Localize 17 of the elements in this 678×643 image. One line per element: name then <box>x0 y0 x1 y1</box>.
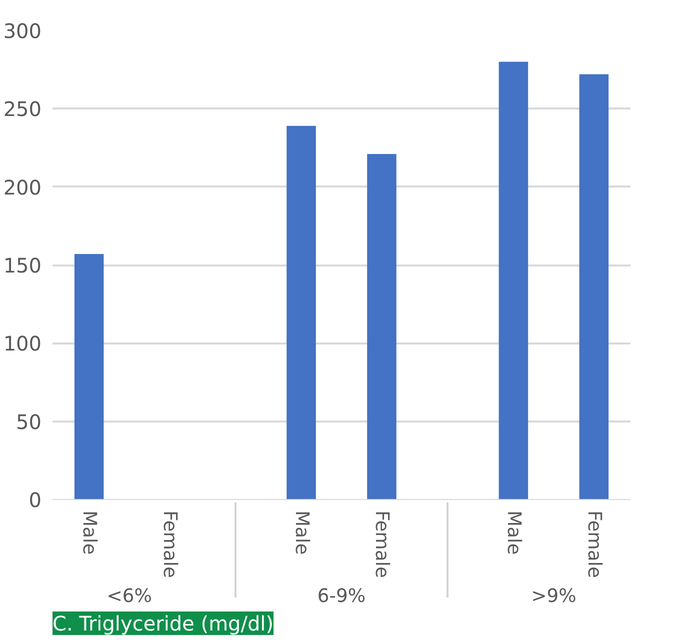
text: <6% <box>106 586 152 607</box>
y-tick-label: 200 <box>3 175 42 200</box>
x-tick-label: Female <box>583 510 604 578</box>
x-tick-label: Female <box>159 510 180 578</box>
y-tick-label: 300 <box>3 19 42 43</box>
text: >9% <box>531 586 576 607</box>
x-tick-label: Male <box>502 510 524 555</box>
text: 6-9% <box>317 586 366 607</box>
text: C. Triglyceride (mg/dl) <box>52 612 274 636</box>
y-tick-label: 250 <box>3 97 42 122</box>
x-tick-label: Male <box>78 510 100 555</box>
y-tick-label: 50 <box>16 410 42 434</box>
x-tick-label: Male <box>290 510 312 555</box>
y-tick-label: 0 <box>28 488 42 512</box>
y-tick-label: 150 <box>3 254 42 278</box>
x-tick-label: Female <box>371 510 392 578</box>
y-tick-label: 100 <box>3 332 42 356</box>
